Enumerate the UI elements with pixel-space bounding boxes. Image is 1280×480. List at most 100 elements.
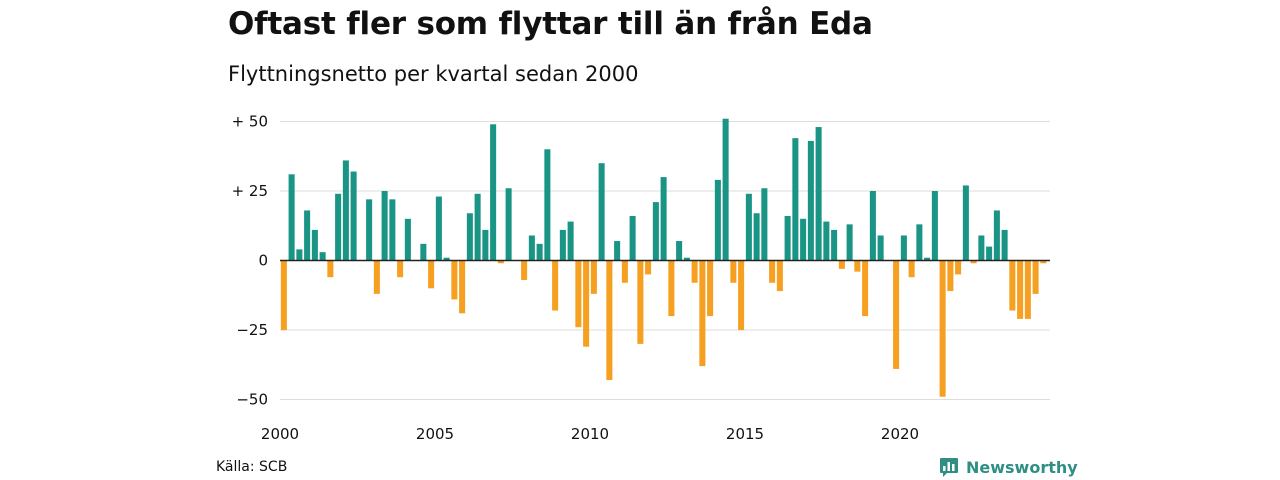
bar-2013K3 [699,260,706,367]
bar-2007K2 [505,188,512,261]
y-tick-label: −25 [236,321,268,339]
bar-2021K4 [955,260,962,275]
bar-2009K4 [583,260,590,347]
bar-2008K1 [528,235,535,261]
bar-2019K4 [893,260,900,369]
brand-logo: Newsworthy [938,456,1078,478]
bar-2003K2 [381,191,388,261]
bar-2006K3 [482,229,489,261]
bar-2000K4 [304,210,311,261]
bar-2016K4 [800,218,807,261]
bar-2018K1 [838,260,845,269]
gridlines [280,121,1050,400]
bar-2001K3 [327,260,334,278]
source-note: Källa: SCB [216,459,288,475]
bar-2022K1 [962,185,969,261]
bar-2004K3 [420,243,427,261]
bar-2024K3 [1040,260,1047,264]
bar-2010K4 [614,241,621,261]
bar-2020K4 [924,257,931,261]
bar-2011K1 [621,260,628,283]
bar-2001K1 [311,229,318,261]
bar-2021K2 [939,260,946,397]
bar-2000K1 [280,260,287,330]
bar-2024K2 [1032,260,1039,294]
bar-2002K1 [342,160,349,261]
bar-2011K3 [637,260,644,344]
bars [280,118,1047,397]
bar-2023K4 [1017,260,1024,319]
bar-2012K2 [660,177,667,261]
bar-2017K2 [815,127,822,261]
bar-2012K1 [652,202,659,261]
bar-2010K2 [598,163,605,261]
x-axis-ticks: 2000 2005 2010 2015 2020 [261,425,919,443]
bar-2010K3 [606,260,613,381]
bar-2016K1 [776,260,783,292]
bar-2014K4 [738,260,745,330]
bar-2007K1 [497,260,504,264]
bar-2018K2 [846,224,853,261]
bar-2020K1 [900,235,907,261]
bar-2022K4 [986,246,993,261]
bar-2016K3 [792,138,799,261]
bar-2020K3 [916,224,923,261]
y-tick-label: + 50 [232,113,268,131]
bar-2007K4 [521,260,528,280]
bar-2014K1 [714,179,721,261]
bar-2023K1 [993,210,1000,261]
x-tick-label: 2015 [726,425,764,443]
bar-2012K4 [676,241,683,261]
bar-2022K3 [978,235,985,261]
bar-2000K2 [288,174,295,261]
x-tick-label: 2020 [881,425,919,443]
bar-2008K4 [552,260,559,311]
bar-2019K2 [877,235,884,261]
bar-2002K2 [350,171,357,261]
y-tick-label: + 25 [232,182,268,200]
bar-2003K1 [373,260,380,294]
bar-2014K2 [722,118,729,261]
bar-2011K4 [645,260,652,275]
bar-2015K1 [745,193,752,261]
bar-2024K1 [1024,260,1031,319]
bar-2014K3 [730,260,737,283]
bar-2016K2 [784,216,791,261]
bar-2017K3 [823,221,830,261]
bar-2017K1 [807,140,814,261]
bar-2009K2 [567,221,574,261]
y-tick-label: −50 [236,391,268,409]
bar-2011K2 [629,216,636,261]
bar-2022K2 [970,260,977,264]
bar-2005K1 [435,196,442,261]
brand-name: Newsworthy [966,457,1078,477]
bar-2005K4 [459,260,466,314]
x-tick-label: 2000 [261,425,299,443]
bar-2021K1 [931,191,938,261]
bar-2015K4 [769,260,776,283]
bar-2015K2 [753,213,760,261]
bar-2005K2 [443,257,450,261]
bar-2018K3 [854,260,861,272]
bar-2023K2 [1001,229,1008,261]
chart-subtitle: Flyttningsnetto per kvartal sedan 2000 [228,62,639,86]
bar-2001K2 [319,252,326,261]
bar-2021K3 [947,260,954,292]
bar-2006K2 [474,193,481,261]
bar-2004K4 [428,260,435,289]
bar-2010K1 [590,260,597,294]
chart-title: Oftast fler som flyttar till än från Eda [228,6,873,42]
bar-2008K2 [536,243,543,261]
bar-2018K4 [862,260,869,317]
y-axis-ticks: + 50 + 25 0 −25 −50 [232,113,268,409]
bar-2003K3 [389,199,396,261]
bar-2019K1 [869,191,876,261]
bar-2006K4 [490,124,497,261]
y-tick-label: 0 [258,252,268,270]
bar-2015K3 [761,188,768,261]
bar-2004K1 [404,218,411,261]
bar-2000K3 [296,249,303,261]
bar-2002K4 [366,199,373,261]
bar-2009K3 [575,260,582,328]
